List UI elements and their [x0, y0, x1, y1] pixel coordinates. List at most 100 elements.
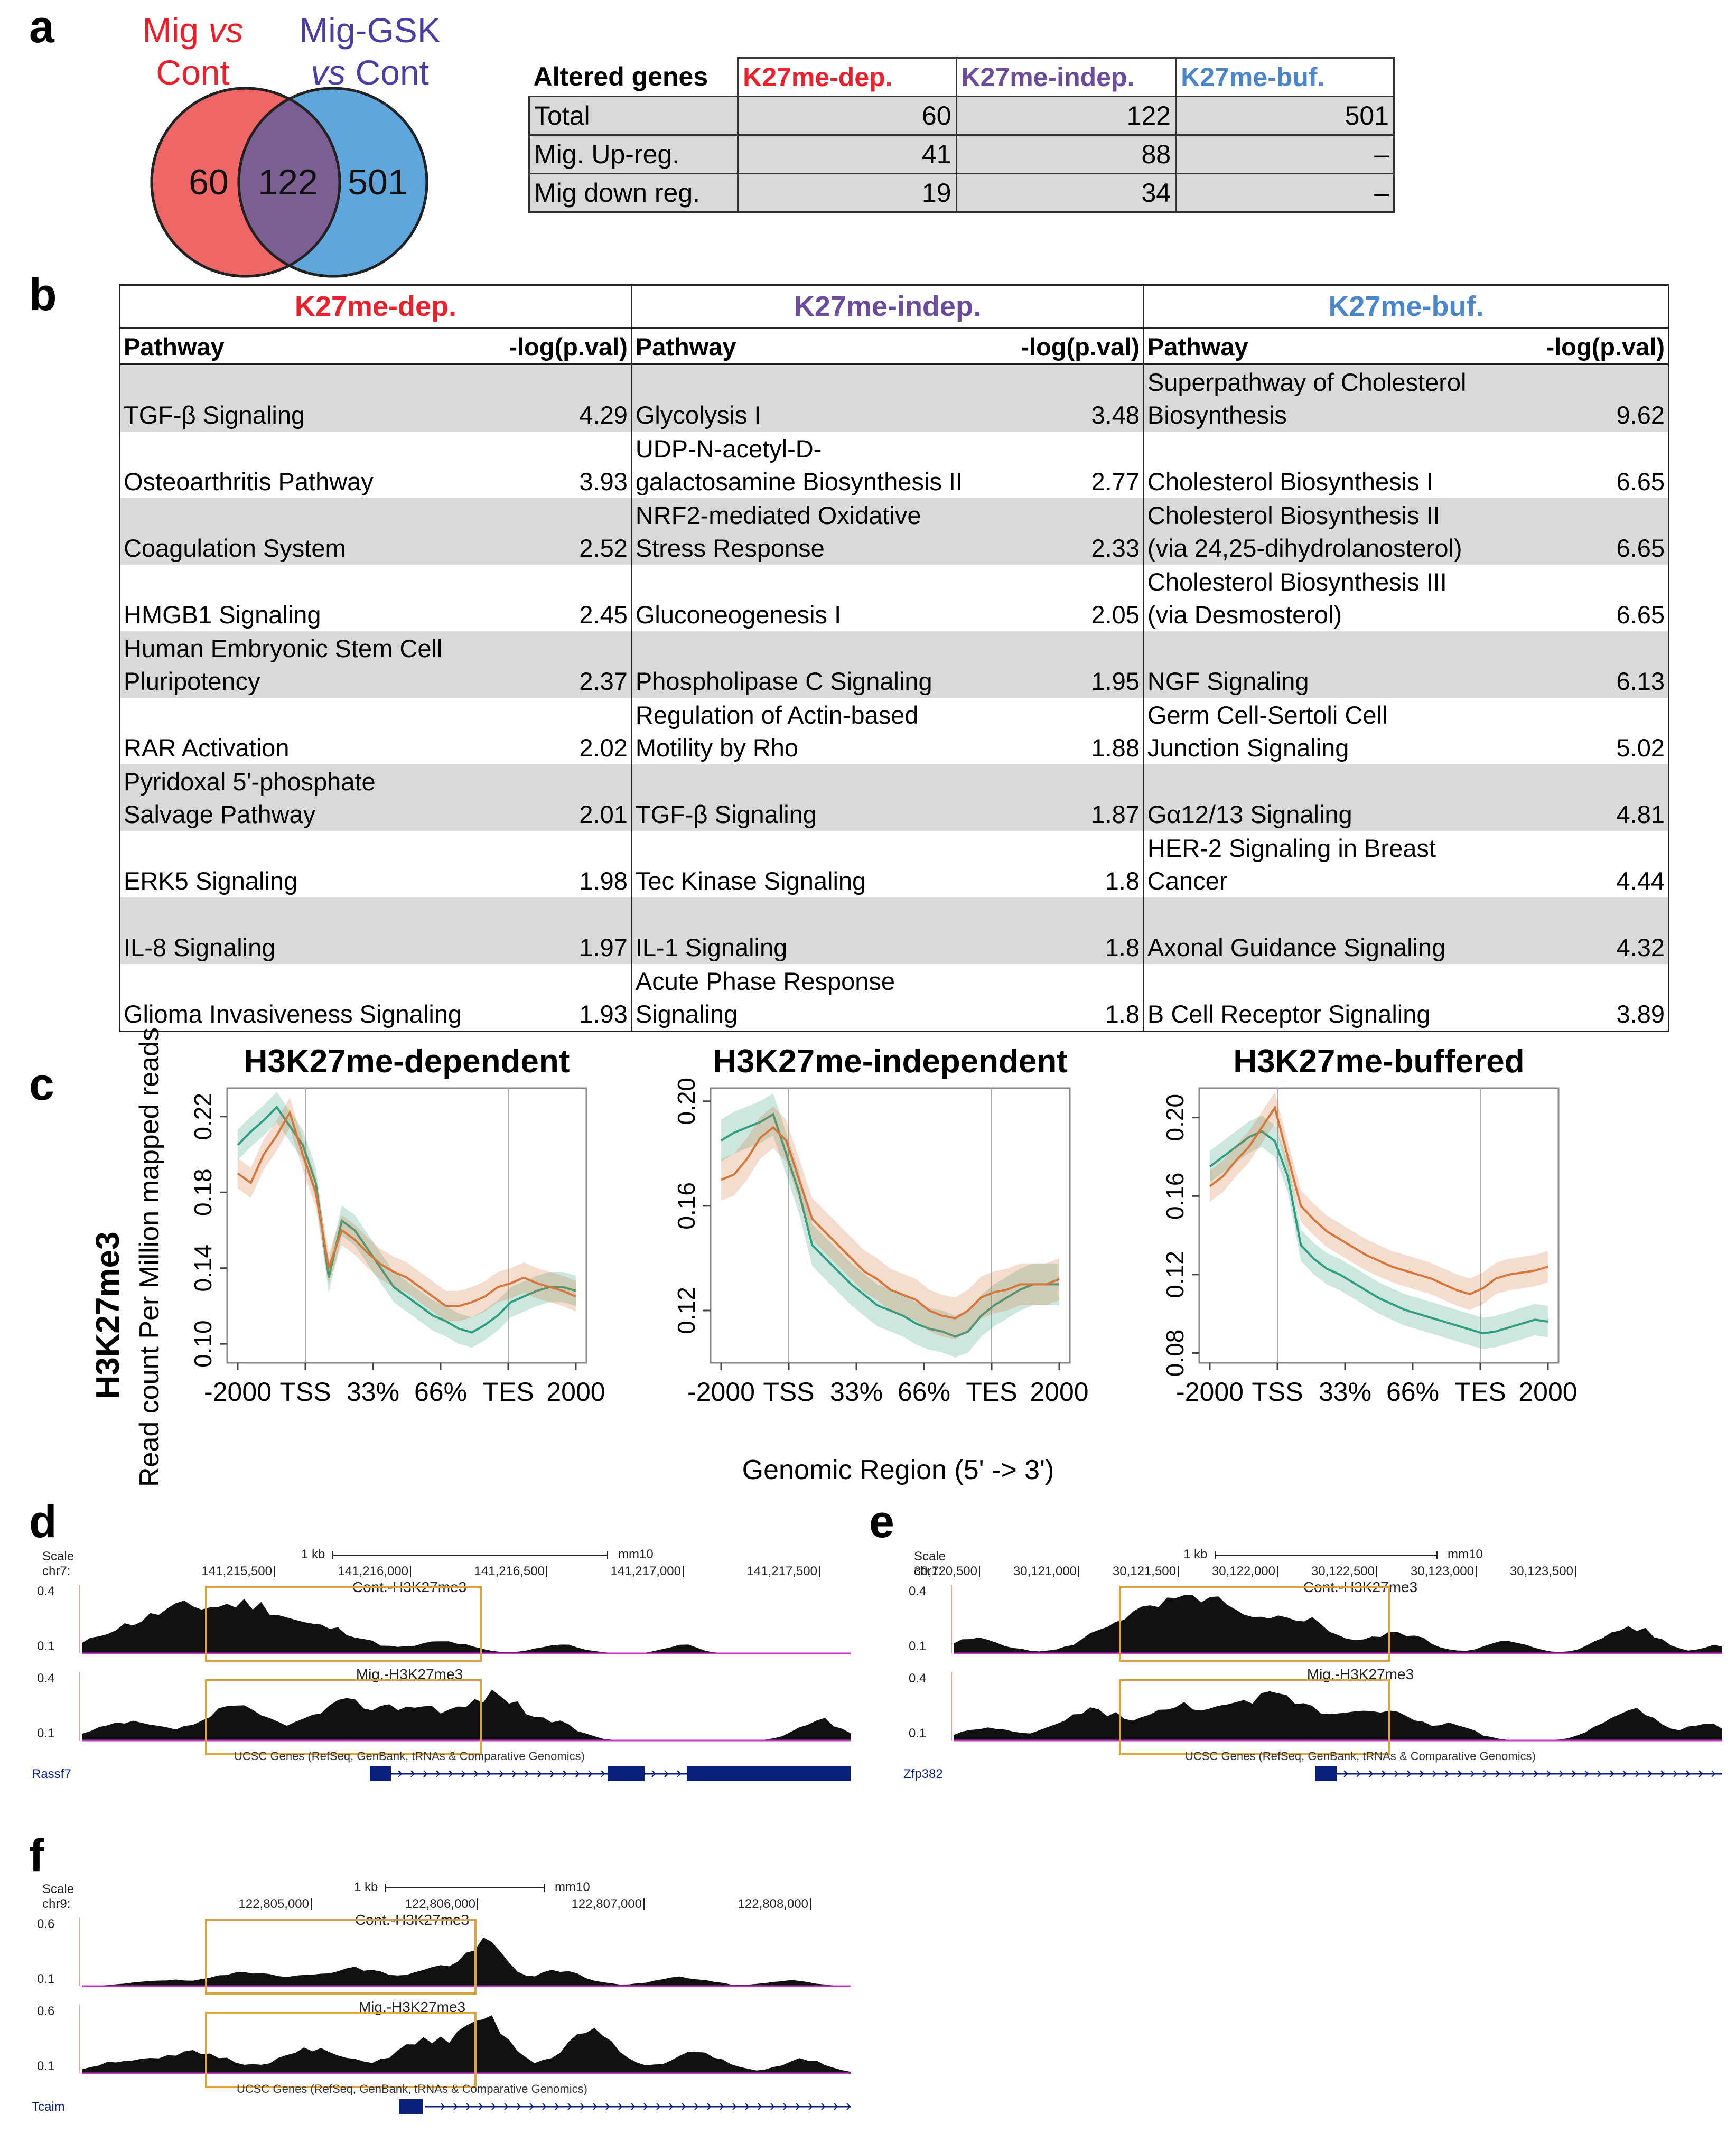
gene-exon: [1331, 1766, 1337, 1781]
pathway-name-line-1: [636, 899, 1001, 931]
altered-genes-table: Altered genes K27me-dep. K27me-indep. K2…: [528, 57, 1395, 213]
logp-value: 2.37: [491, 631, 632, 698]
chart-title: H3K27me-buffered: [1233, 1043, 1524, 1080]
pathway-name-line-2: NGF Signaling: [1147, 667, 1309, 695]
y-tick-label: 0.22: [189, 1093, 217, 1140]
y-tick-label: 0.16: [673, 1182, 700, 1230]
venn-overlap: [239, 88, 340, 276]
col-logp: -log(p.val): [491, 327, 632, 365]
pathway-name-line-2: ERK5 Signaling: [124, 867, 298, 895]
x-tick-label: TSS: [1252, 1377, 1303, 1407]
venn-left-title: Mig vs: [143, 11, 244, 50]
position-label: 30,122,000: [1212, 1564, 1275, 1578]
position-label: 141,215,500: [202, 1564, 272, 1578]
pathway-name: UDP-N-acetyl-D-galactosamine Biosynthesi…: [630, 432, 1004, 498]
venn-right-title-2: vs Cont: [311, 53, 429, 92]
y-tick-label: 0.12: [1161, 1251, 1189, 1298]
pathway-name-line-2: IL-8 Signaling: [124, 933, 276, 961]
position-label: 141,216,500: [474, 1564, 545, 1578]
pathway-name: Superpathway of Cholesterol Biosynthesis: [1142, 364, 1516, 432]
logp-value: 4.81: [1515, 764, 1669, 831]
table-row: ERK5 Signaling 1.98 Tec Kinase Signaling 1.…: [119, 831, 1669, 897]
pathway-name: Gα12/13 Signaling: [1142, 764, 1516, 831]
pathway-name: HER-2 Signaling in Breast Cancer: [1142, 831, 1516, 897]
track-ymax: 0.4: [909, 1584, 926, 1598]
panel-label-c: c: [29, 1059, 54, 1110]
series-line-cont: [237, 1105, 576, 1334]
track-ymax: 0.6: [37, 1917, 54, 1931]
x-tick-label: 33%: [1319, 1377, 1371, 1407]
pathway-name-line-2: Glycolysis I: [635, 401, 761, 429]
gene-name: Tcaim: [32, 2100, 65, 2114]
track-ymin: 0.1: [909, 1639, 926, 1653]
pathway-name-line-1: UDP-N-acetyl-D-: [635, 435, 822, 463]
signal-track1: [954, 1595, 1722, 1653]
pathway-name: Acute Phase Response Signaling: [630, 964, 1004, 1032]
y-tick-label: 0.10: [189, 1320, 217, 1368]
logp-value: 2.05: [1003, 565, 1144, 631]
row-label: Mig down reg.: [528, 173, 739, 213]
altered-header-label: Altered genes: [529, 58, 739, 97]
assembly: mm10: [555, 1880, 590, 1894]
table-row: Mig down reg. 19 34 –: [528, 173, 1395, 213]
pathway-name-line-2: Gα12/13 Signaling: [1147, 800, 1352, 828]
col-pathway: Pathway: [1142, 327, 1516, 365]
venn-right-count: 501: [348, 162, 407, 202]
cell: –: [1175, 173, 1395, 213]
y-tick-label: 0.14: [189, 1245, 217, 1292]
genes-track-label: UCSC Genes (RefSeq, GenBank, tRNAs & Com…: [237, 2082, 587, 2095]
position-label: 122,807,000: [572, 1897, 642, 1911]
track-ymax: 0.4: [909, 1671, 926, 1686]
logp-value: 2.45: [491, 565, 632, 631]
logp-value: 2.33: [1003, 498, 1144, 565]
x-tick-label: TES: [966, 1377, 1017, 1407]
position-label: 141,217,500: [747, 1564, 817, 1578]
gene-exon: [370, 1766, 391, 1781]
logp-value: 3.93: [491, 432, 632, 498]
pathway-name-line-1: Human Embryonic Stem Cell: [124, 634, 443, 662]
y-axis-label-1: H3K27me3: [90, 1231, 126, 1399]
table-row: Human Embryonic Stem Cell Pluripotency 2.3…: [119, 631, 1669, 698]
scale-label: Scale: [42, 1549, 74, 1564]
pathway-name-line-2: Motility by Rho: [635, 734, 799, 762]
pathway-name-line-2: TGF-β Signaling: [124, 401, 305, 429]
logp-value: 3.48: [1003, 364, 1144, 432]
pathway-name: Germ Cell-Sertoli Cell Junction Signaling: [1142, 698, 1516, 764]
highlight-box: [1119, 1679, 1390, 1755]
cell: –: [1175, 134, 1395, 174]
cell: 501: [1175, 96, 1395, 136]
col-pathway: Pathway: [630, 327, 1004, 365]
pathway-name: TGF-β Signaling: [630, 764, 1004, 831]
pathway-name: NRF2-mediated Oxidative Stress Response: [630, 498, 1004, 565]
pathway-name-line-2: (via Desmosterol): [1147, 601, 1342, 629]
pathway-name-line-1: [636, 765, 1001, 798]
group-buf: K27me-buf.: [1142, 284, 1669, 328]
highlight-box: [205, 2012, 477, 2088]
pathway-name: Cholesterol Biosynthesis II (via 24,25-di…: [1142, 498, 1516, 565]
pathway-name-line-1: [124, 699, 488, 732]
cell: 19: [737, 173, 957, 213]
signal-track2: [954, 1691, 1722, 1741]
pathway-name-line-1: [1147, 765, 1513, 798]
pathway-name-line-2: Glioma Invasiveness Signaling: [124, 1000, 462, 1028]
logp-value: 2.52: [491, 498, 632, 565]
logp-value: 1.95: [1003, 631, 1144, 698]
y-tick-label: 0.18: [189, 1168, 217, 1216]
panel-label-e: e: [869, 1496, 894, 1547]
pathway-name-line-1: [124, 899, 488, 931]
pathway-name-line-1: [1147, 965, 1513, 998]
chart-title: H3K27me-dependent: [244, 1043, 570, 1080]
logp-value: 9.62: [1515, 364, 1669, 432]
table-row: RAR Activation 2.02 Regulation of Actin-ba…: [119, 698, 1669, 764]
pathway-name-line-1: [636, 832, 1001, 865]
track-ymin: 0.1: [909, 1726, 926, 1741]
chrom-label: chr7:: [914, 1564, 942, 1578]
venn-right-title: Mig-GSK: [299, 11, 441, 50]
position-label: 122,805,000: [239, 1897, 309, 1911]
pathway-name-line-1: Acute Phase Response: [635, 967, 895, 995]
position-label: 30,121,500: [1113, 1564, 1176, 1578]
pathway-name-line-1: [1147, 632, 1513, 665]
pathway-name-line-1: [124, 499, 488, 532]
pathway-name: NGF Signaling: [1142, 631, 1516, 698]
